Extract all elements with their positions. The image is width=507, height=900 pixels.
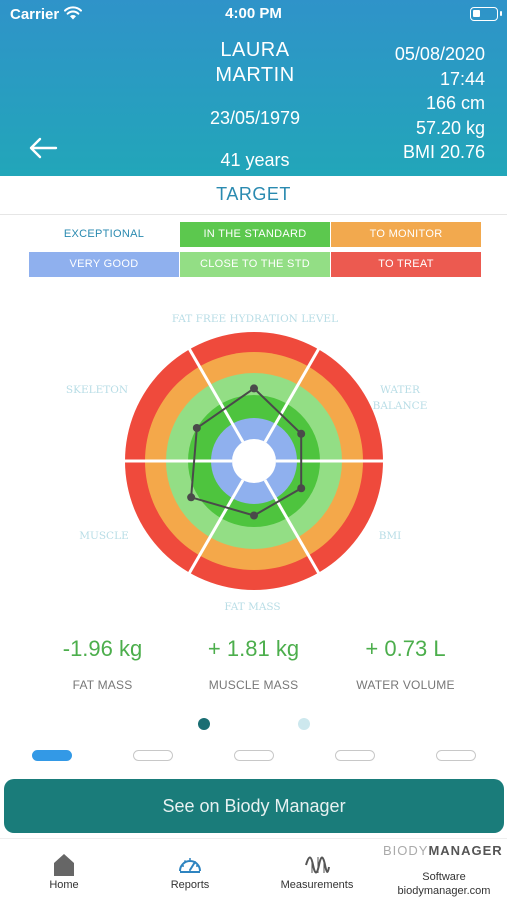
radar-point-muscle (187, 493, 196, 502)
legend-close-to-std: CLOSE TO THE STD (180, 252, 330, 277)
carousel-pill-2[interactable] (133, 750, 173, 761)
tab-reports[interactable]: Reports (148, 839, 232, 900)
stats-row: -1.96 kg FAT MASS + 1.81 kg MUSCLE MASS … (0, 636, 507, 696)
axis-label-muscle: MUSCLE (79, 530, 129, 542)
patient-last-name: MARTIN (215, 64, 295, 86)
axis-label-fat-free-hydration: FAT FREE HYDRATION LEVEL (171, 313, 339, 325)
back-arrow-icon[interactable] (28, 136, 58, 160)
stat-fat-mass: -1.96 kg FAT MASS (18, 636, 187, 692)
legend-exceptional: EXCEPTIONAL (29, 222, 179, 247)
page-dot-2[interactable] (298, 718, 310, 730)
carousel-pill-5[interactable] (436, 750, 476, 761)
radar-separator (263, 346, 321, 443)
legend-in-the-standard: IN THE STANDARD (180, 222, 330, 247)
axis-label-water: WATER (380, 384, 420, 396)
brand-subtitle[interactable]: Software biodymanager.com (383, 870, 505, 898)
home-icon (54, 854, 74, 876)
stat-water-volume: + 0.73 L WATER VOLUME (321, 636, 490, 692)
carousel-pill-1[interactable] (32, 750, 72, 761)
section-title: TARGET (216, 184, 291, 204)
stat-label: WATER VOLUME (356, 678, 455, 692)
patient-birth-date: 23/05/1979 (209, 108, 301, 128)
axis-label-fat-mass: FAT MASS (224, 601, 281, 613)
battery-icon (470, 7, 502, 21)
biody-manager-logo: BIODYMANAGER (383, 843, 505, 858)
patient-header: Carrier 4:00 PM LAURA MARTIN 23/05/1979 … (0, 0, 507, 176)
radar-separator (187, 346, 245, 443)
tab-home-label: Home (49, 879, 79, 891)
stat-value: -1.96 kg (62, 636, 143, 661)
tab-reports-label: Reports (170, 879, 210, 891)
measurement-weight: 57.20 kg (415, 117, 485, 138)
status-time: 4:00 PM (225, 5, 282, 22)
radar-separator (187, 479, 245, 576)
radar-center (232, 439, 276, 483)
patient-name: LAURA MARTIN (180, 38, 330, 88)
carousel-pill-4[interactable] (335, 750, 375, 761)
radar-point-skeleton (192, 424, 201, 432)
measurement-bmi: BMI 20.76 (402, 142, 485, 162)
carousel-pill-3[interactable] (234, 750, 274, 761)
color-legend: EXCEPTIONAL IN THE STANDARD TO MONITOR V… (29, 222, 482, 278)
stat-value: + 1.81 kg (207, 636, 300, 661)
axis-label-balance: BALANCE (372, 400, 428, 412)
waveform-icon (305, 856, 330, 874)
measurement-info: 05/08/2020 17:44 166 cm 57.20 kg BMI 20.… (395, 42, 485, 165)
measurement-time: 17:44 (439, 68, 485, 89)
page-dot-1[interactable] (198, 718, 210, 730)
stat-muscle-mass: + 1.81 kg MUSCLE MASS (169, 636, 338, 692)
tab-measurements-label: Measurements (280, 879, 354, 891)
gauge-icon (179, 858, 201, 873)
brand-light: BIODY (383, 843, 429, 858)
brand-website-link[interactable]: biodymanager.com (397, 885, 491, 897)
legend-very-good: VERY GOOD (29, 252, 179, 277)
legend-to-treat: TO TREAT (331, 252, 481, 277)
tab-measurements[interactable]: Measurements (272, 839, 362, 900)
radar-point-fat-free-hydration-level (250, 384, 258, 393)
axis-label-bmi: BMI (378, 530, 402, 542)
radar-separator (263, 479, 321, 576)
tab-bar: Home Reports Measurements (0, 838, 507, 900)
radar-chart-svg (123, 332, 385, 590)
radar-chart: FAT FREE HYDRATION LEVEL WATER BALANCE B… (0, 305, 507, 620)
patient-age: 41 years (220, 150, 290, 170)
radar-point-bmi (297, 484, 306, 493)
legend-to-monitor: TO MONITOR (331, 222, 481, 247)
brand-bold: MANAGER (428, 843, 503, 858)
radar-point-water-balance (297, 429, 306, 438)
tab-home[interactable]: Home (22, 839, 106, 900)
stat-label: MUSCLE MASS (208, 678, 299, 692)
measurement-date: 05/08/2020 (394, 44, 485, 64)
stat-label: FAT MASS (72, 678, 133, 692)
patient-first-name: LAURA (220, 39, 290, 61)
carrier-label: Carrier (10, 6, 60, 23)
radar-point-fat-mass (250, 511, 258, 520)
wifi-icon (64, 6, 82, 20)
status-bar: Carrier 4:00 PM (0, 0, 507, 28)
see-on-biody-manager-button[interactable]: See on Biody Manager (4, 779, 504, 833)
measurement-height: 166 cm (425, 93, 485, 113)
stat-value: + 0.73 L (365, 636, 446, 661)
divider (0, 214, 507, 215)
axis-label-skeleton: SKELETON (65, 384, 129, 396)
brand-software-label: Software (422, 871, 466, 883)
